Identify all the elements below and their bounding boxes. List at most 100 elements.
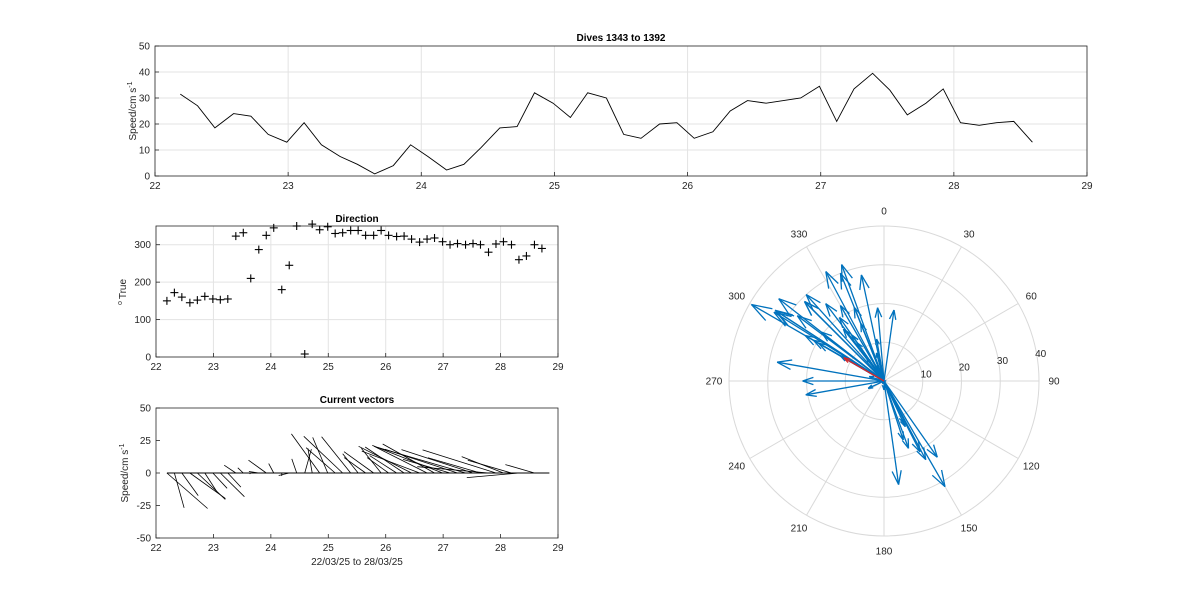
compass-arrow bbox=[803, 300, 885, 382]
current-vector bbox=[220, 472, 245, 497]
speed-chart-title: Dives 1343 to 1392 bbox=[577, 33, 666, 44]
direction-point bbox=[491, 239, 500, 248]
current-vector bbox=[223, 464, 237, 474]
current-vector bbox=[366, 457, 389, 474]
x-tick-label: 22 bbox=[150, 543, 162, 554]
direction-point bbox=[530, 240, 539, 249]
polar-angle-label: 0 bbox=[881, 207, 887, 218]
compass-arrow bbox=[805, 294, 885, 382]
current-vector bbox=[321, 436, 351, 474]
y-tick-label: 0 bbox=[144, 172, 150, 183]
y-tick-label: 300 bbox=[134, 240, 151, 251]
direction-point bbox=[407, 235, 416, 244]
current-vector bbox=[304, 449, 312, 474]
current-vector bbox=[466, 472, 519, 478]
direction-point bbox=[361, 231, 370, 240]
polar-radius-label: 40 bbox=[1035, 349, 1047, 360]
x-tick-label: 23 bbox=[208, 543, 220, 554]
compass-arrow bbox=[881, 381, 887, 391]
direction-point bbox=[254, 245, 263, 254]
x-tick-label: 22 bbox=[150, 362, 162, 373]
x-tick-label: 27 bbox=[438, 543, 450, 554]
current-vector bbox=[373, 445, 428, 474]
direction-point bbox=[377, 226, 386, 235]
direction-point bbox=[430, 233, 439, 242]
current-vector bbox=[369, 455, 397, 474]
compass-arrow bbox=[883, 380, 946, 488]
y-tick-label: 10 bbox=[139, 146, 151, 157]
current-vector bbox=[343, 457, 366, 474]
compass-arrow bbox=[883, 380, 938, 458]
y-tick-label: 200 bbox=[134, 278, 151, 289]
x-tick-label: 26 bbox=[380, 362, 392, 373]
direction-point bbox=[384, 231, 393, 240]
direction-point bbox=[537, 244, 546, 253]
x-tick-label: 23 bbox=[283, 181, 295, 192]
x-tick-label: 26 bbox=[380, 543, 392, 554]
current-vector bbox=[417, 466, 489, 474]
direction-point bbox=[338, 228, 347, 237]
direction-point bbox=[346, 226, 355, 235]
current-vector bbox=[467, 459, 512, 474]
direction-point bbox=[476, 240, 485, 249]
direction-point bbox=[369, 231, 378, 240]
speed-series-line bbox=[180, 72, 1033, 175]
x-tick-label: 25 bbox=[323, 362, 335, 373]
polar-angle-label: 300 bbox=[728, 292, 745, 303]
compass-plot: 0 30 60 90 120 150 180 210 240 270 300 330 10 20 30 40 bbox=[706, 207, 1060, 558]
direction-point bbox=[415, 238, 424, 247]
direction-point bbox=[354, 226, 363, 235]
direction-point bbox=[514, 255, 523, 264]
compass-arrow bbox=[883, 380, 902, 485]
current-vector bbox=[307, 448, 313, 474]
polar-angle-label: 30 bbox=[963, 229, 975, 240]
direction-point bbox=[177, 293, 186, 302]
direction-y-axis-label: oTrue bbox=[117, 279, 129, 306]
polar-angle-label: 270 bbox=[706, 377, 723, 388]
direction-point bbox=[308, 220, 317, 229]
x-tick-label: 24 bbox=[265, 362, 277, 373]
polar-angle-label: 210 bbox=[791, 524, 808, 535]
vectors-chart-title: Current vectors bbox=[320, 395, 395, 406]
direction-point bbox=[262, 231, 271, 240]
direction-chart-title: Direction bbox=[335, 214, 378, 225]
direction-point bbox=[216, 295, 225, 304]
current-vector bbox=[166, 472, 208, 509]
direction-point bbox=[185, 298, 194, 307]
current-vector bbox=[422, 449, 497, 474]
current-vector bbox=[372, 445, 443, 474]
y-tick-label: 30 bbox=[139, 94, 151, 105]
current-vector bbox=[376, 446, 466, 474]
direction-point bbox=[162, 296, 171, 305]
current-vector bbox=[343, 451, 374, 474]
direction-point bbox=[246, 274, 255, 283]
x-tick-label: 29 bbox=[1081, 181, 1093, 192]
y-tick-label: 100 bbox=[134, 315, 151, 326]
x-tick-label: 25 bbox=[549, 181, 561, 192]
compass-arrow bbox=[820, 331, 885, 382]
current-vector bbox=[237, 467, 244, 474]
current-vector bbox=[427, 457, 481, 474]
current-vector bbox=[312, 437, 329, 474]
compass-arrow bbox=[874, 307, 885, 382]
direction-point bbox=[423, 235, 432, 244]
direction-point bbox=[200, 292, 209, 301]
polar-spoke bbox=[806, 380, 885, 516]
direction-point bbox=[277, 285, 286, 294]
current-vector bbox=[305, 447, 336, 474]
x-tick-label: 26 bbox=[682, 181, 694, 192]
x-tick-label: 27 bbox=[438, 362, 450, 373]
current-vector bbox=[268, 463, 275, 474]
current-vector bbox=[173, 472, 185, 508]
direction-point bbox=[300, 350, 309, 359]
direction-point bbox=[438, 237, 447, 246]
vectors-chart: 22 23 24 25 26 27 28 29 -50 -25 0 25 50 Current vect… bbox=[119, 395, 564, 568]
direction-point bbox=[484, 248, 493, 257]
compass-arrow bbox=[773, 311, 885, 382]
direction-point bbox=[400, 232, 409, 241]
direction-point bbox=[522, 251, 531, 260]
x-tick-label: 28 bbox=[495, 543, 507, 554]
vectors-y-axis-label: Speed/cm s-1 bbox=[119, 443, 131, 502]
direction-point bbox=[292, 222, 301, 230]
